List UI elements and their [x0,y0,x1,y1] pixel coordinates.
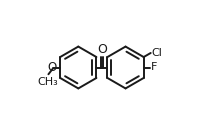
Text: Cl: Cl [151,48,162,58]
Text: F: F [151,63,157,72]
Text: O: O [48,61,57,74]
Text: O: O [97,43,107,56]
Text: CH₃: CH₃ [37,77,58,87]
